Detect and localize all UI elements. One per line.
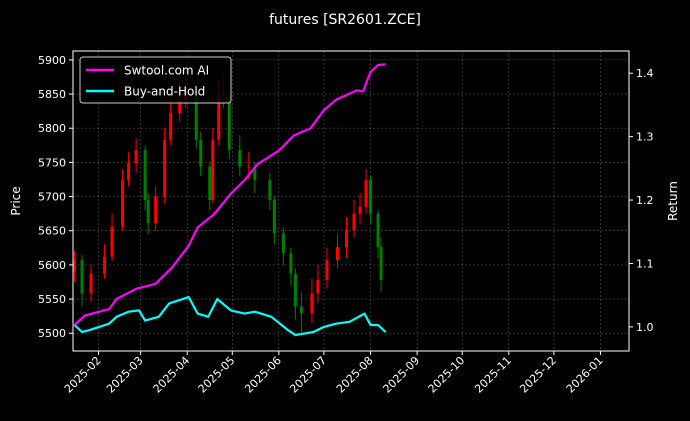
y-axis-right-label: Return — [666, 181, 680, 221]
candle-body — [379, 247, 383, 280]
y-axis-left: 5500 5550 5600 5650 5700 5750 5800 5850 5900 — [38, 54, 73, 340]
candle-body — [253, 166, 257, 181]
y-tick-label-left: 5700 — [38, 191, 66, 204]
candle-body — [238, 150, 242, 167]
candle-body — [310, 293, 314, 314]
y-tick-label-right: 1.0 — [636, 321, 654, 334]
candle-body — [154, 196, 158, 224]
strategy-line — [73, 63, 386, 326]
legend-label-benchmark: Buy-and-Hold — [124, 85, 205, 99]
return-lines — [73, 63, 387, 337]
legend: Swtool.com AI Buy-and-Hold — [79, 56, 232, 104]
y-axis-right: 1.0 1.1 1.2 1.3 1.4 — [629, 67, 654, 334]
candle-body — [376, 213, 380, 248]
y-tick-label-left: 5800 — [38, 122, 66, 135]
candle-body — [227, 96, 231, 151]
y-tick-label-right: 1.1 — [636, 257, 654, 270]
y-tick-label-left: 5900 — [38, 54, 66, 67]
candle-body — [316, 279, 320, 294]
x-tick-label: 2025-09 — [381, 354, 423, 396]
candle-body — [110, 226, 114, 257]
candle-body — [146, 199, 150, 224]
y-tick-label-left: 5650 — [38, 225, 66, 238]
y-tick-label-right: 1.4 — [636, 67, 654, 80]
candle-body — [169, 113, 173, 140]
candle-body — [73, 260, 77, 272]
plot-frame — [72, 50, 630, 352]
candle-body — [364, 180, 368, 207]
y-tick-label-left: 5850 — [38, 88, 66, 101]
candle-body — [178, 100, 182, 114]
candle-body — [358, 206, 362, 214]
candle-body — [325, 260, 329, 280]
candle-body — [247, 166, 251, 168]
candle-body — [289, 253, 293, 274]
x-tick-label: 2025-03 — [104, 354, 146, 396]
y-tick-label-right: 1.3 — [636, 131, 654, 144]
x-axis: 2025-02 2025-03 2025-04 2025-05 2025-06 2025-… — [62, 351, 606, 396]
candle-body — [194, 89, 198, 140]
chart-title: futures [SR2601.ZCE] — [269, 12, 421, 28]
candle-body — [208, 166, 212, 200]
benchmark-line — [73, 296, 387, 337]
candle-body — [217, 93, 221, 140]
x-tick-label: 2025-05 — [196, 354, 238, 396]
candle-body — [89, 273, 93, 294]
x-tick-label: 2025-04 — [151, 354, 193, 396]
candle-body — [134, 150, 138, 164]
candle-body — [163, 139, 167, 197]
x-tick-label: 2025-10 — [426, 354, 468, 396]
y-tick-label-left: 5600 — [38, 259, 66, 272]
candle-body — [80, 260, 84, 294]
x-tick-label: 2026-01 — [564, 354, 606, 396]
x-tick-label: 2025-02 — [62, 354, 104, 396]
candle-body — [299, 306, 303, 314]
candle-body — [352, 213, 356, 231]
candle-body — [272, 199, 276, 234]
legend-label-strategy: Swtool.com AI — [124, 64, 209, 78]
candle-body — [281, 233, 285, 254]
y-tick-label-left: 5500 — [38, 327, 66, 340]
candle-body — [335, 247, 339, 261]
y-axis-left-label: Price — [9, 186, 23, 215]
candle-body — [268, 180, 272, 200]
x-tick-label: 2025-12 — [517, 354, 559, 396]
candle-body — [293, 273, 297, 307]
y-tick-label-right: 1.2 — [636, 194, 654, 207]
candle-body — [211, 139, 215, 200]
x-tick-label: 2025-07 — [287, 354, 329, 396]
y-tick-label-left: 5750 — [38, 156, 66, 169]
candle-body — [103, 256, 107, 274]
candle-body — [121, 180, 125, 227]
candle-body — [344, 230, 348, 248]
x-tick-label: 2025-11 — [472, 354, 514, 396]
x-tick-label: 2025-06 — [242, 354, 284, 396]
candle-body — [127, 163, 131, 181]
candle-body — [199, 139, 203, 167]
candle-body — [369, 180, 373, 214]
candle-body — [143, 150, 147, 200]
x-tick-label: 2025-08 — [334, 354, 376, 396]
y-tick-label-left: 5550 — [38, 293, 66, 306]
legend-box — [79, 56, 232, 104]
